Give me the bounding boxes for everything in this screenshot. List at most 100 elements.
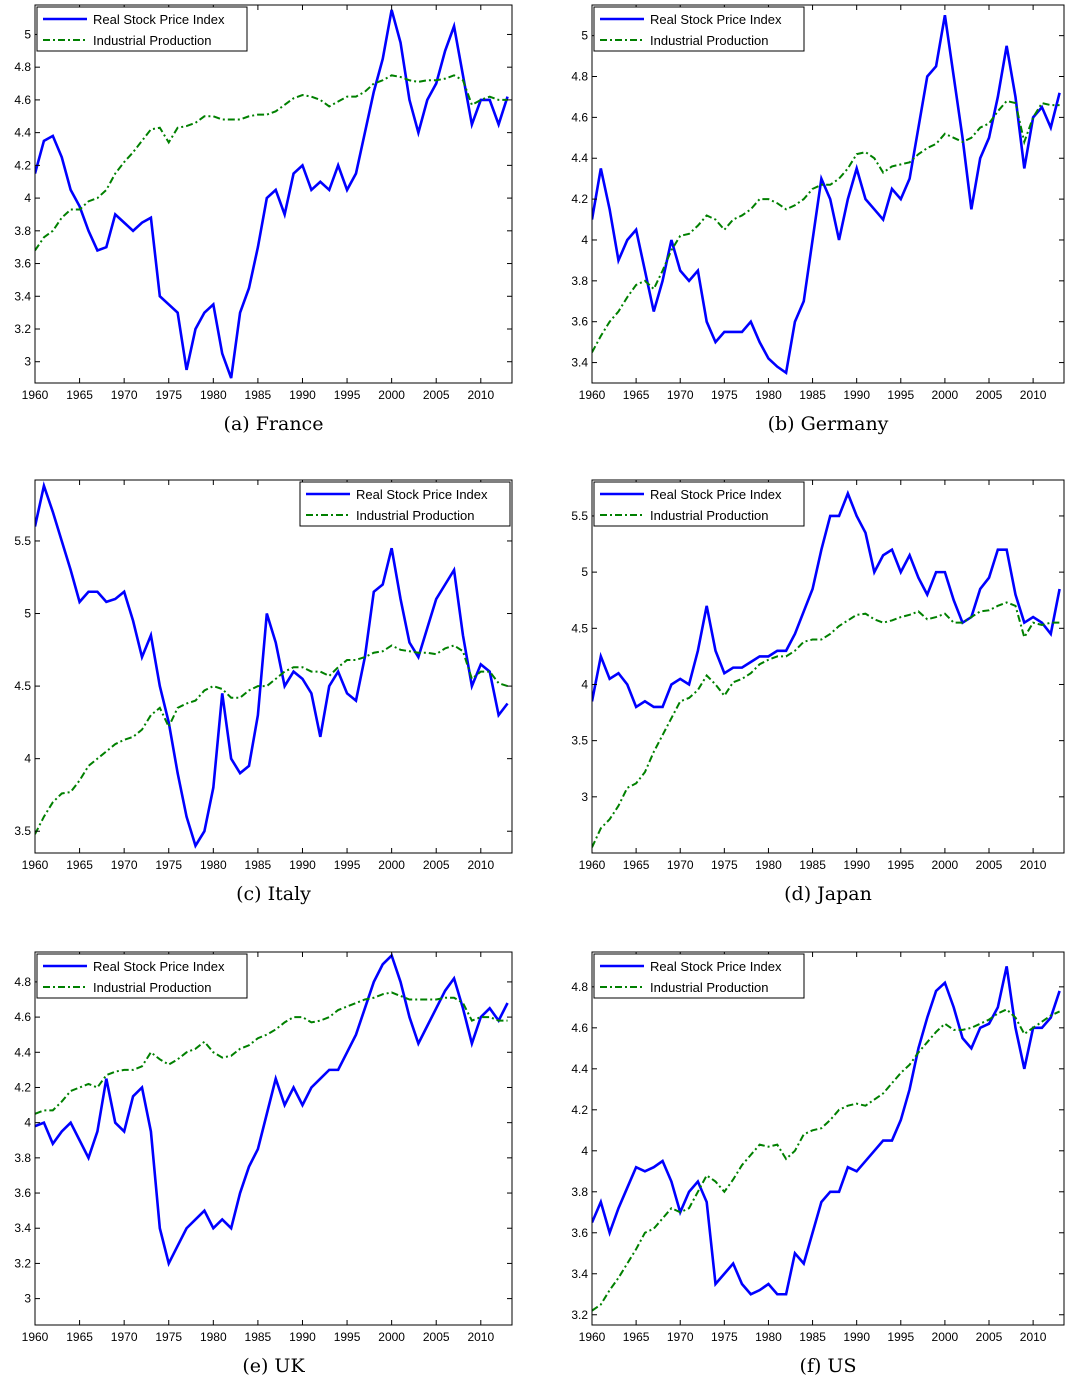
caption: (a) France [224,413,324,435]
y-tick-label: 4.8 [14,60,31,74]
x-tick-label: 1990 [843,388,870,402]
y-tick-label: 3.8 [571,274,588,288]
panel: 1960 1965 1970 1975 1980 1985 1990 1995 2000 2005… [14,479,513,872]
x-tick-label: 1990 [289,858,316,872]
x-tick-label: 1985 [799,388,826,402]
x-tick-label: 1970 [667,858,694,872]
y-tick-label: 3.6 [571,315,588,329]
series-line [35,991,508,1115]
x-tick-label: 2000 [932,858,959,872]
caption: (f) US [800,1355,857,1377]
y-tick-label: 4.2 [571,192,588,206]
x-tick-label: 1985 [245,388,272,402]
y-tick-label: 5 [24,607,31,621]
x-tick-label: 2010 [467,858,494,872]
x-tick-label: 1985 [799,1330,826,1344]
y-tick-label: 3.2 [14,1256,31,1270]
x-tick-label: 1960 [22,858,49,872]
legend-label: Real Stock Price Index [650,959,782,974]
series-line [35,953,509,1268]
x-tick-label: 1970 [111,388,138,402]
y-tick-label: 3.4 [571,356,588,370]
y-tick-label: 3.2 [571,1308,588,1322]
legend: Real Stock Price Index Industrial Product… [593,6,805,52]
legend-box [36,6,248,52]
y-tick-label: 4.2 [14,158,31,172]
x-tick-label: 1980 [200,388,227,402]
series-line [592,99,1060,353]
x-tick-label: 1980 [200,1330,227,1344]
x-tick-label: 2010 [467,388,494,402]
y-tick-label: 3.4 [14,1221,31,1235]
x-tick-label: 1970 [111,858,138,872]
series-line [592,14,1061,376]
x-tick-label: 1965 [623,858,650,872]
x-tick-label: 1970 [667,388,694,402]
y-tick-label: 4.6 [14,1010,31,1024]
x-tick-label: 2010 [1020,1330,1047,1344]
x-tick-label: 1975 [711,858,738,872]
x-tick-label: 2010 [1020,858,1047,872]
y-tick-label: 3.6 [571,1226,588,1240]
x-tick-label: 1985 [245,1330,272,1344]
x-tick-label: 2005 [976,858,1003,872]
y-tick-label: 4.2 [571,1103,588,1117]
legend-label: Real Stock Price Index [356,487,488,502]
plot-frame [591,4,1065,384]
x-tick-label: 1975 [155,858,182,872]
y-tick-label: 4.6 [571,1021,588,1035]
legend-label: Industrial Production [650,508,769,523]
y-tick-label: 5 [581,29,588,43]
y-tick-label: 3 [24,1292,31,1306]
y-tick-label: 4.4 [571,1062,588,1076]
x-tick-label: 2000 [378,388,405,402]
y-tick-label: 3.2 [14,322,31,336]
y-tick-label: 4.5 [14,679,31,693]
x-tick-label: 1975 [155,1330,182,1344]
panel: 1960 1965 1970 1975 1980 1985 1990 1995 2000 2005… [571,951,1065,1344]
y-tick-label: 3.4 [14,289,31,303]
y-tick-label: 3.8 [14,1151,31,1165]
x-tick-label: 1960 [22,1330,49,1344]
series-line [592,489,1061,709]
legend-box [593,6,805,52]
x-tick-label: 1965 [623,388,650,402]
plot-frame [591,479,1065,854]
legend-label: Industrial Production [650,980,769,995]
series-line [35,480,509,849]
x-tick-label: 2000 [378,858,405,872]
y-tick-label: 3 [581,790,588,804]
x-tick-label: 1985 [245,858,272,872]
legend-label: Industrial Production [356,508,475,523]
x-tick-label: 1965 [66,858,93,872]
y-tick-label: 4.6 [571,110,588,124]
y-tick-label: 4.4 [14,1045,31,1059]
x-tick-label: 1965 [66,388,93,402]
x-tick-label: 1990 [289,388,316,402]
x-tick-label: 1995 [334,388,361,402]
y-tick-label: 3.6 [14,257,31,271]
panel: 1960 1965 1970 1975 1980 1985 1990 1995 2000 2005… [14,4,513,402]
y-tick-label: 4 [24,752,31,766]
legend-label: Real Stock Price Index [650,12,782,27]
x-tick-label: 2005 [423,388,450,402]
series-line [35,9,509,379]
legend-box [36,953,248,999]
x-tick-label: 1980 [755,858,782,872]
y-tick-label: 5 [24,27,31,41]
legend-label: Real Stock Price Index [650,487,782,502]
y-tick-label: 4 [581,233,588,247]
y-tick-label: 4 [581,677,588,691]
plot-frame [34,951,513,1326]
y-tick-label: 4 [24,191,31,205]
y-tick-label: 3.4 [571,1267,588,1281]
x-tick-label: 1970 [111,1330,138,1344]
plot-frame [591,951,1065,1326]
y-tick-label: 5 [581,565,588,579]
x-tick-label: 1995 [887,858,914,872]
y-tick-label: 4.4 [571,151,588,165]
series-line [592,601,1060,848]
legend-box [593,481,805,527]
series-line [35,644,508,835]
